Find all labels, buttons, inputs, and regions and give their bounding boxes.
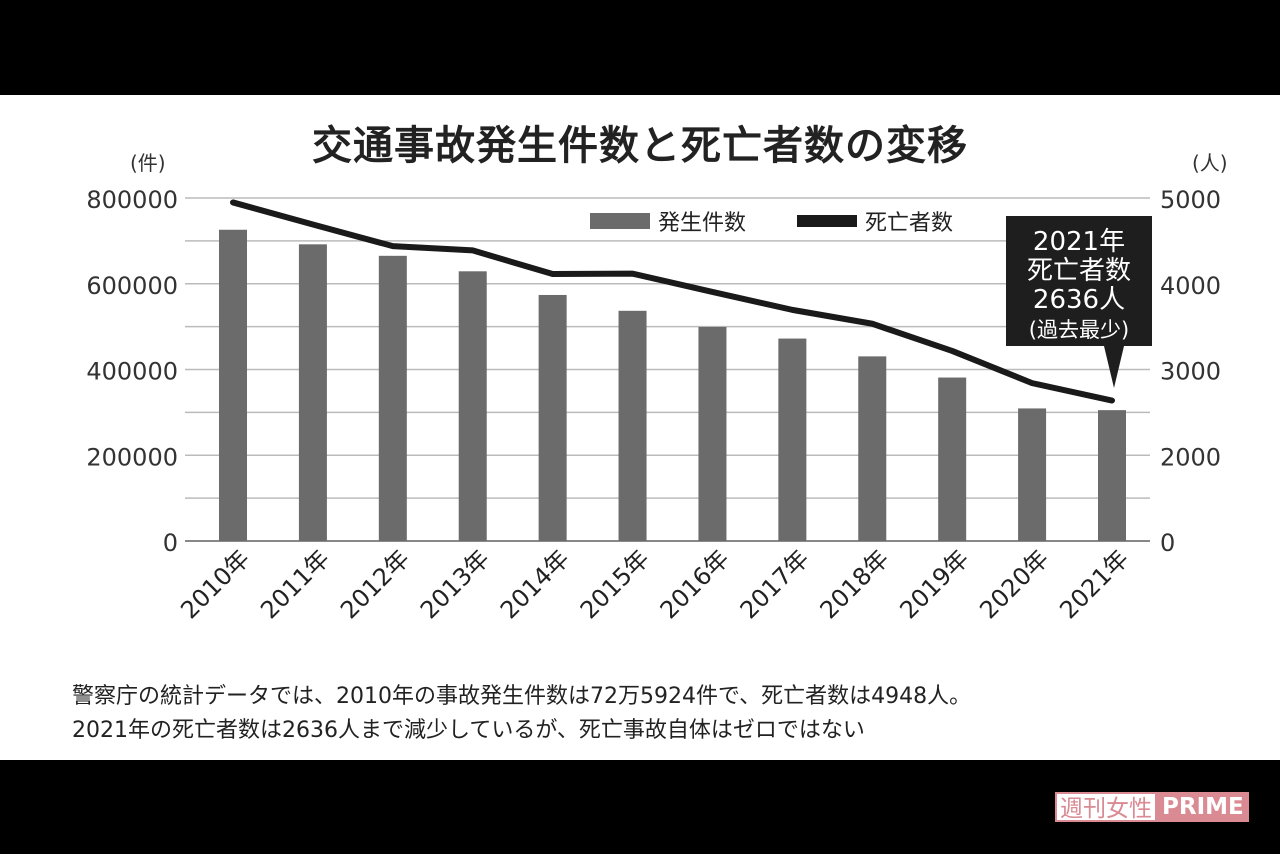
bar-2015年 [618,310,647,541]
left-tick-label: 600000 [86,272,178,300]
annotation-line: 死亡者数 [1027,256,1131,286]
x-tick-label: 2015年 [575,544,655,624]
publisher-logo: 週刊女性 PRIME [1055,792,1249,822]
right-tick-label: 3000 [1160,358,1221,386]
bar-2014年 [538,294,567,541]
left-tick-label: 400000 [86,358,178,386]
bar-2020年 [1018,408,1047,541]
right-tick-label: 2000 [1160,443,1221,471]
annotation-line: (過去最少) [1029,318,1129,342]
right-tick-label: 5000 [1160,186,1221,214]
right-tick-label: 0 [1160,529,1175,557]
legend-bar-label: 発生件数 [658,211,746,236]
left-tick-label: 200000 [86,443,178,471]
logo-en: PRIME [1157,792,1249,822]
left-tick-label: 0 [163,529,178,557]
x-tick-label: 2016年 [655,544,735,624]
annotation-pointer [1104,346,1124,388]
x-tick-label: 2018年 [815,544,895,624]
deaths-line [230,199,1115,404]
bar-2010年 [219,229,247,542]
x-tick-label: 2012年 [335,544,415,624]
x-tick-label: 2017年 [735,544,815,624]
left-tick-label: 800000 [86,186,178,214]
bar-2011年 [298,244,327,541]
x-tick-label: 2019年 [894,544,974,624]
bar-2018年 [858,356,887,541]
bar-2013年 [458,271,487,541]
caption-line-1: 警察庁の統計データでは、2010年の事故発生件数は72万5924件で、死亡者数は… [72,684,972,709]
caption-line-2: 2021年の死亡者数は2636人まで減少しているが、死亡事故自体はゼロではない [72,718,865,743]
legend-line-swatch [797,215,857,227]
x-tick-label: 2014年 [495,544,575,624]
annotation-line: 2021年 [1033,227,1125,257]
bar-2016年 [698,326,727,541]
chart-title: 交通事故発生件数と死亡者数の変移 [312,123,968,169]
caption: 警察庁の統計データでは、2010年の事故発生件数は72万5924件で、死亡者数は… [72,680,971,748]
legend-bar-swatch [590,213,650,229]
x-tick-label: 2020年 [974,544,1054,624]
x-tick-label: 2021年 [1054,544,1134,624]
logo-jp: 週刊女性 [1055,792,1157,822]
bar-2012年 [378,255,407,541]
right-tick-label: 4000 [1160,272,1221,300]
bar-2019年 [938,377,967,541]
right-axis-unit: (人) [1192,151,1228,175]
annotation-line: 2636人 [1033,285,1125,315]
x-tick-label: 2010年 [175,544,255,624]
x-tick-label: 2011年 [255,544,335,624]
bar-2017年 [778,338,807,541]
annotation-box [1006,216,1152,346]
legend-line-label: 死亡者数 [865,211,953,236]
bar-2021年 [1098,410,1126,541]
x-tick-label: 2013年 [415,544,495,624]
left-axis-unit: (件) [130,151,166,175]
